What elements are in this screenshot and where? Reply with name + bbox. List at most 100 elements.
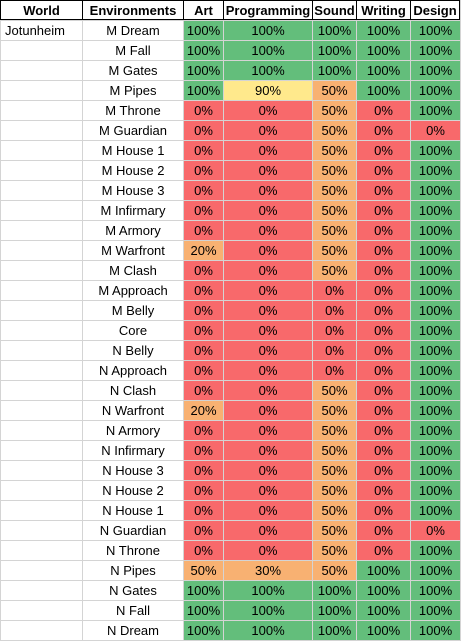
world-cell[interactable] [0, 520, 82, 540]
environment-cell[interactable]: M Belly [82, 300, 183, 320]
writing-progress-cell[interactable]: 0% [356, 280, 410, 300]
world-cell[interactable] [0, 460, 82, 480]
environment-cell[interactable]: M Dream [82, 20, 183, 40]
header-art[interactable]: Art [183, 0, 223, 20]
programming-progress-cell[interactable]: 90% [223, 80, 312, 100]
art-progress-cell[interactable]: 0% [183, 340, 223, 360]
art-progress-cell[interactable]: 0% [183, 440, 223, 460]
art-progress-cell[interactable]: 20% [183, 400, 223, 420]
environment-cell[interactable]: N House 3 [82, 460, 183, 480]
design-progress-cell[interactable]: 100% [410, 340, 460, 360]
art-progress-cell[interactable]: 100% [183, 20, 223, 40]
world-cell[interactable] [0, 60, 82, 80]
header-world[interactable]: World [0, 0, 82, 20]
environment-cell[interactable]: N Infirmary [82, 440, 183, 460]
world-cell[interactable] [0, 620, 82, 640]
sound-progress-cell[interactable]: 0% [312, 340, 356, 360]
art-progress-cell[interactable]: 0% [183, 520, 223, 540]
writing-progress-cell[interactable]: 100% [356, 580, 410, 600]
environment-cell[interactable]: M Pipes [82, 80, 183, 100]
writing-progress-cell[interactable]: 100% [356, 20, 410, 40]
programming-progress-cell[interactable]: 0% [223, 300, 312, 320]
sound-progress-cell[interactable]: 50% [312, 100, 356, 120]
programming-progress-cell[interactable]: 0% [223, 160, 312, 180]
design-progress-cell[interactable]: 100% [410, 180, 460, 200]
sound-progress-cell[interactable]: 50% [312, 400, 356, 420]
header-sound[interactable]: Sound [312, 0, 356, 20]
world-cell[interactable] [0, 280, 82, 300]
art-progress-cell[interactable]: 100% [183, 60, 223, 80]
writing-progress-cell[interactable]: 0% [356, 180, 410, 200]
programming-progress-cell[interactable]: 100% [223, 600, 312, 620]
writing-progress-cell[interactable]: 0% [356, 420, 410, 440]
world-cell[interactable] [0, 200, 82, 220]
art-progress-cell[interactable]: 0% [183, 200, 223, 220]
sound-progress-cell[interactable]: 50% [312, 80, 356, 100]
sound-progress-cell[interactable]: 50% [312, 380, 356, 400]
programming-progress-cell[interactable]: 0% [223, 280, 312, 300]
writing-progress-cell[interactable]: 0% [356, 160, 410, 180]
world-cell[interactable] [0, 80, 82, 100]
design-progress-cell[interactable]: 100% [410, 140, 460, 160]
sound-progress-cell[interactable]: 0% [312, 280, 356, 300]
design-progress-cell[interactable]: 100% [410, 240, 460, 260]
writing-progress-cell[interactable]: 0% [356, 260, 410, 280]
programming-progress-cell[interactable]: 0% [223, 520, 312, 540]
writing-progress-cell[interactable]: 100% [356, 560, 410, 580]
world-cell[interactable] [0, 40, 82, 60]
sound-progress-cell[interactable]: 50% [312, 240, 356, 260]
header-programming[interactable]: Programming [223, 0, 312, 20]
design-progress-cell[interactable]: 100% [410, 200, 460, 220]
programming-progress-cell[interactable]: 100% [223, 60, 312, 80]
programming-progress-cell[interactable]: 0% [223, 260, 312, 280]
environment-cell[interactable]: N Guardian [82, 520, 183, 540]
sound-progress-cell[interactable]: 50% [312, 220, 356, 240]
design-progress-cell[interactable]: 0% [410, 120, 460, 140]
sound-progress-cell[interactable]: 50% [312, 520, 356, 540]
writing-progress-cell[interactable]: 0% [356, 120, 410, 140]
art-progress-cell[interactable]: 50% [183, 560, 223, 580]
world-cell[interactable] [0, 400, 82, 420]
art-progress-cell[interactable]: 0% [183, 280, 223, 300]
environment-cell[interactable]: M Infirmary [82, 200, 183, 220]
writing-progress-cell[interactable]: 100% [356, 620, 410, 640]
design-progress-cell[interactable]: 100% [410, 400, 460, 420]
design-progress-cell[interactable]: 100% [410, 320, 460, 340]
writing-progress-cell[interactable]: 0% [356, 440, 410, 460]
writing-progress-cell[interactable]: 0% [356, 240, 410, 260]
world-cell[interactable] [0, 220, 82, 240]
art-progress-cell[interactable]: 0% [183, 480, 223, 500]
world-cell[interactable] [0, 120, 82, 140]
sound-progress-cell[interactable]: 50% [312, 560, 356, 580]
programming-progress-cell[interactable]: 100% [223, 580, 312, 600]
art-progress-cell[interactable]: 0% [183, 380, 223, 400]
design-progress-cell[interactable]: 100% [410, 20, 460, 40]
art-progress-cell[interactable]: 100% [183, 620, 223, 640]
art-progress-cell[interactable]: 0% [183, 360, 223, 380]
programming-progress-cell[interactable]: 0% [223, 540, 312, 560]
environment-cell[interactable]: N Approach [82, 360, 183, 380]
programming-progress-cell[interactable]: 0% [223, 400, 312, 420]
writing-progress-cell[interactable]: 0% [356, 400, 410, 420]
programming-progress-cell[interactable]: 0% [223, 140, 312, 160]
programming-progress-cell[interactable]: 0% [223, 460, 312, 480]
art-progress-cell[interactable]: 0% [183, 500, 223, 520]
design-progress-cell[interactable]: 100% [410, 580, 460, 600]
art-progress-cell[interactable]: 0% [183, 420, 223, 440]
design-progress-cell[interactable]: 100% [410, 600, 460, 620]
programming-progress-cell[interactable]: 0% [223, 240, 312, 260]
writing-progress-cell[interactable]: 0% [356, 320, 410, 340]
world-cell[interactable] [0, 140, 82, 160]
design-progress-cell[interactable]: 100% [410, 560, 460, 580]
design-progress-cell[interactable]: 100% [410, 500, 460, 520]
design-progress-cell[interactable]: 100% [410, 620, 460, 640]
art-progress-cell[interactable]: 0% [183, 120, 223, 140]
writing-progress-cell[interactable]: 0% [356, 380, 410, 400]
writing-progress-cell[interactable]: 0% [356, 520, 410, 540]
sound-progress-cell[interactable]: 50% [312, 160, 356, 180]
writing-progress-cell[interactable]: 0% [356, 360, 410, 380]
environment-cell[interactable]: M Warfront [82, 240, 183, 260]
programming-progress-cell[interactable]: 0% [223, 100, 312, 120]
design-progress-cell[interactable]: 100% [410, 80, 460, 100]
environment-cell[interactable]: M House 3 [82, 180, 183, 200]
